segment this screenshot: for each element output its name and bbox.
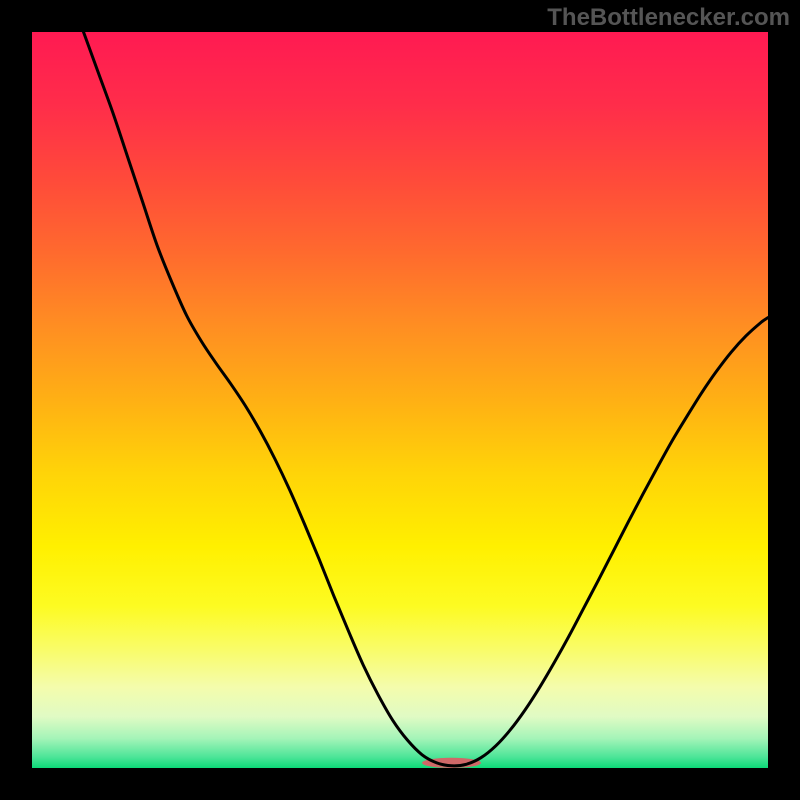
- gradient-background: [32, 32, 768, 768]
- chart-container: TheBottlenecker.com: [0, 0, 800, 800]
- watermark-text: TheBottlenecker.com: [547, 4, 790, 32]
- plot-area: [32, 32, 768, 768]
